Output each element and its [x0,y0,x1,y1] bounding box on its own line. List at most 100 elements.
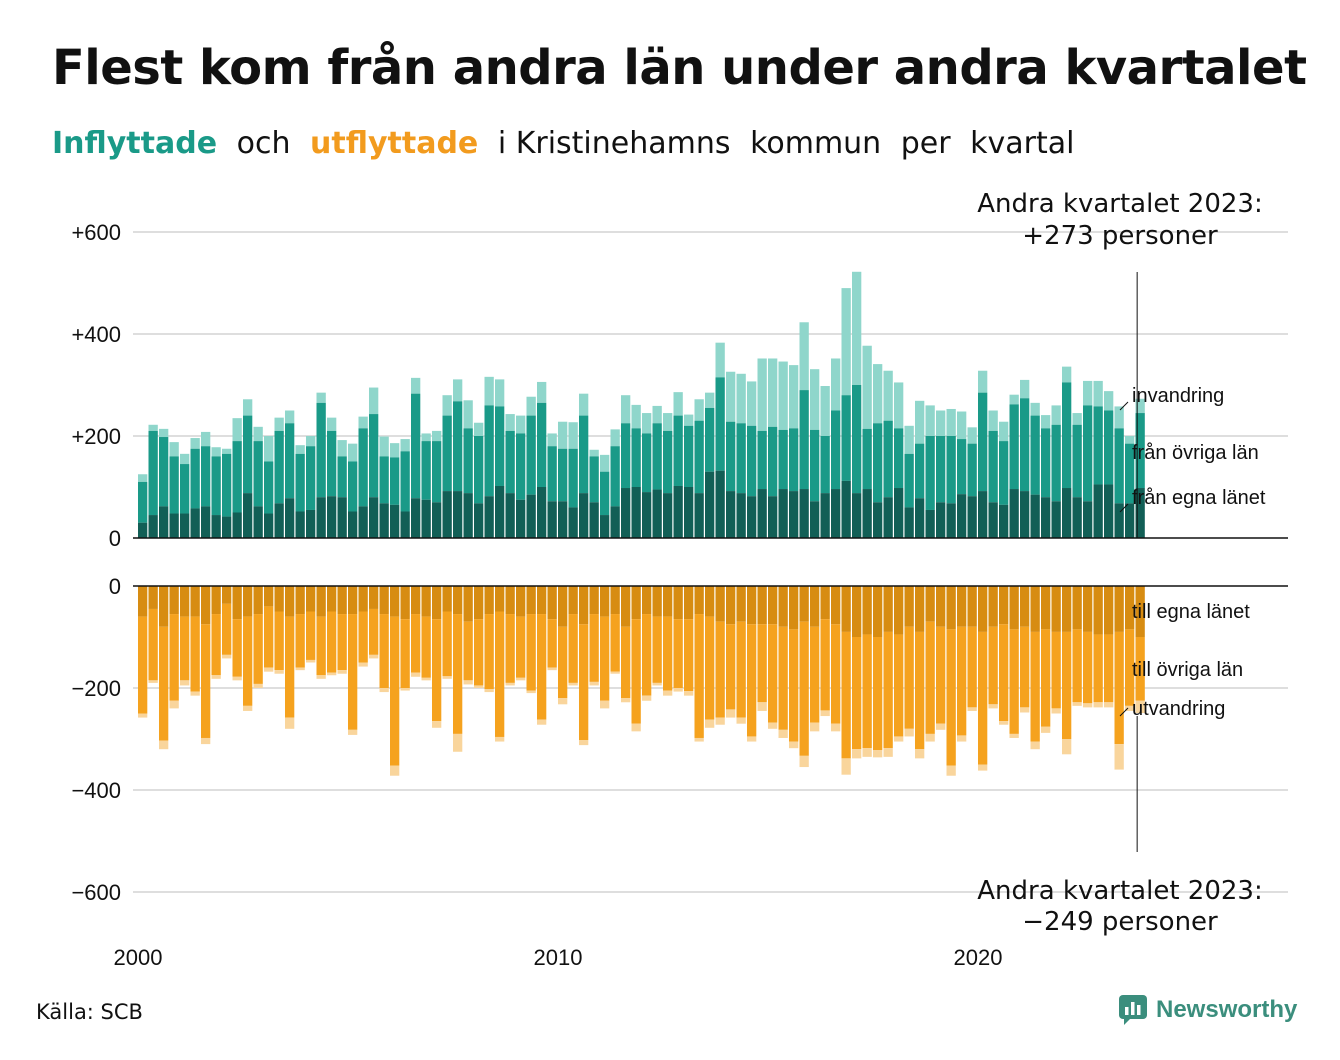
bar-fran-egna-lanet [988,502,998,538]
bar-invandring [453,379,463,402]
bar-till-egna-lanet [988,586,998,627]
bar-fran-ovriga-lan [852,385,862,494]
bar-till-egna-lanet [463,586,473,622]
bar-fran-ovriga-lan [631,428,641,487]
bar-till-ovriga-lan [799,621,809,756]
x-tick-label: 2010 [534,945,583,970]
bar-fran-ovriga-lan [442,415,452,492]
bar-fran-ovriga-lan [726,421,736,492]
bar-fran-egna-lanet [285,498,295,538]
bar-till-ovriga-lan [778,626,788,730]
bar-fran-egna-lanet [222,516,232,538]
bar-fran-egna-lanet [600,515,610,538]
bar-utvandring [232,676,242,681]
bar-fran-ovriga-lan [474,436,484,504]
bar-till-egna-lanet [442,586,452,612]
bar-till-egna-lanet [684,586,694,620]
bar-till-egna-lanet [925,586,935,622]
bar-invandring [904,425,914,454]
bar-fran-ovriga-lan [894,428,904,489]
bar-utvandring [841,758,851,775]
bar-invandring [306,436,316,447]
bar-fran-ovriga-lan [684,425,694,487]
chart-title: Flest kom från andra län under andra kva… [52,40,1307,96]
bar-till-egna-lanet [379,586,389,615]
bar-till-egna-lanet [1041,586,1051,630]
bar-till-egna-lanet [873,586,883,637]
bar-utvandring [369,654,379,659]
bar-utvandring [957,735,967,742]
bar-till-ovriga-lan [820,619,830,711]
bar-fran-egna-lanet [705,471,715,538]
bar-fran-egna-lanet [547,501,557,538]
bar-invandring [568,422,578,449]
bar-invandring [936,410,946,436]
bar-till-egna-lanet [138,586,148,617]
bar-invandring [285,410,295,424]
bar-till-ovriga-lan [505,614,515,683]
bar-invandring [757,358,767,431]
bar-fran-egna-lanet [810,501,820,538]
bar-till-ovriga-lan [484,614,494,690]
bar-till-egna-lanet [400,586,410,620]
bar-till-ovriga-lan [904,626,914,729]
bar-invandring [138,474,148,482]
bar-utvandring [1104,702,1114,708]
bar-invandring [1104,391,1114,411]
bar-invandring [274,417,284,431]
bar-invandring [421,433,431,442]
bar-utvandring [243,705,253,711]
bar-fran-egna-lanet [589,502,599,538]
bar-utvandring [463,680,473,685]
bar-fran-egna-lanet [1041,497,1051,538]
bar-invandring [148,424,158,431]
bar-till-ovriga-lan [1135,637,1145,701]
bar-fran-egna-lanet [148,515,158,538]
bar-fran-ovriga-lan [285,423,295,499]
bar-fran-egna-lanet [232,512,242,538]
bar-till-egna-lanet [159,586,169,627]
bar-till-ovriga-lan [999,624,1009,722]
bar-utvandring [768,722,778,729]
bar-fran-egna-lanet [757,489,767,538]
bar-utvandring [159,740,169,750]
bar-fran-egna-lanet [799,489,809,538]
bar-till-ovriga-lan [610,614,620,672]
bar-fran-egna-lanet [180,513,190,538]
bar-till-ovriga-lan [190,616,200,692]
subtitle-inflyttade: Inflyttade [52,126,218,161]
bar-till-ovriga-lan [159,626,169,741]
bar-fran-egna-lanet [789,491,799,538]
bar-till-egna-lanet [516,586,526,617]
bar-till-ovriga-lan [295,614,305,668]
bar-invandring [316,392,326,403]
bar-fran-egna-lanet [337,497,347,538]
bar-fran-ovriga-lan [190,448,200,509]
bar-till-egna-lanet [642,586,652,615]
bar-fran-egna-lanet [537,487,547,538]
bar-invandring [190,438,200,449]
y-tick-label-bottom: −600 [71,880,121,905]
bar-till-ovriga-lan [264,606,274,668]
bar-fran-ovriga-lan [799,390,809,490]
bar-invandring [873,364,883,424]
bar-till-egna-lanet [1051,586,1061,632]
bar-fran-ovriga-lan [936,436,946,503]
bar-fran-egna-lanet [463,493,473,538]
bar-till-egna-lanet [663,586,673,617]
bar-fran-ovriga-lan [516,433,526,500]
bar-till-egna-lanet [694,586,704,615]
bar-fran-ovriga-lan [978,392,988,492]
bar-till-ovriga-lan [285,616,295,718]
bar-fran-egna-lanet [862,489,872,538]
bar-invandring [810,369,820,430]
bar-till-egna-lanet [967,586,977,627]
bar-invandring [988,410,998,431]
chart-subtitle: Inflyttade och utflyttade i Kristinehamn… [52,126,1084,161]
bar-fran-egna-lanet [453,491,463,538]
bar-till-ovriga-lan [232,619,242,677]
bar-utvandring [726,709,736,718]
bar-invandring [558,421,568,449]
bar-till-egna-lanet [715,586,725,622]
bar-fran-egna-lanet [274,503,284,538]
